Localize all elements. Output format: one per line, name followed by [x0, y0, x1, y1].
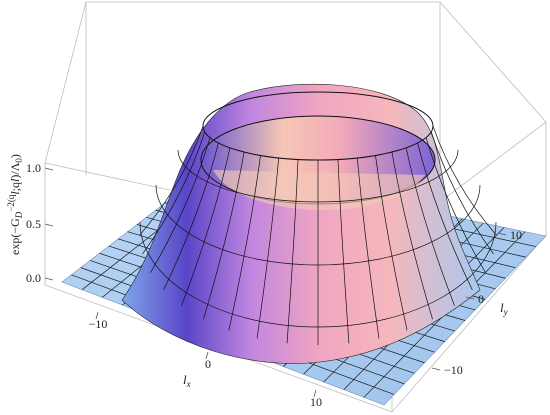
x-tick [313, 389, 317, 398]
box-edge [439, 1, 547, 123]
mesh-line [425, 137, 486, 273]
surface-mesh [139, 125, 497, 345]
y-tick [465, 296, 475, 300]
x-tick-label: 10 [310, 395, 322, 409]
mesh-line [139, 221, 497, 328]
z-tick [44, 223, 54, 227]
y-tick-label: 10 [510, 228, 522, 242]
z-tick [44, 167, 54, 171]
mesh-line [405, 147, 455, 306]
mesh-line [256, 157, 280, 339]
mesh-line [228, 155, 261, 331]
mesh-line [356, 157, 380, 339]
box-edge [391, 234, 547, 413]
mesh-line [150, 137, 211, 273]
mesh-line [432, 125, 497, 236]
y-tick-label: −10 [444, 363, 463, 377]
y-axis-label: ly [500, 300, 508, 317]
mesh-line [139, 125, 204, 236]
mesh-line [375, 155, 408, 331]
z-tick-label: 1.0 [26, 161, 41, 175]
mesh-line [142, 131, 206, 255]
y-tick [431, 367, 441, 371]
mesh-line [337, 159, 350, 344]
mesh-line [430, 131, 494, 255]
mesh-line [163, 142, 219, 291]
mesh-line [286, 159, 299, 344]
x-tick-label: 0 [205, 357, 211, 371]
y-tick [497, 232, 507, 236]
z-axis: 1.0 0.5 0.0 [26, 161, 54, 285]
mesh-line [203, 151, 245, 320]
y-axis: 10 0 −10 [431, 228, 522, 377]
x-tick [95, 311, 99, 320]
z-tick-label: 0.0 [26, 271, 41, 285]
z-axis-label: exp(−GD−2(ql;ql)/Λ0) [6, 154, 24, 255]
mesh-line [417, 142, 473, 291]
ring-hole-floor [213, 170, 425, 211]
z-tick-label: 0.5 [26, 217, 41, 231]
mesh-line [177, 149, 459, 203]
x-axis: −10 0 10 [89, 311, 322, 409]
z-tick [44, 277, 54, 281]
y-tick-label: 0 [478, 292, 484, 306]
x-tick [205, 351, 209, 360]
box-edge [44, 1, 87, 164]
mesh-line [391, 151, 433, 320]
x-tick-label: −10 [89, 317, 108, 331]
mesh-line [155, 184, 481, 266]
x-axis-label: lx [183, 372, 191, 389]
mesh-line [181, 147, 231, 306]
